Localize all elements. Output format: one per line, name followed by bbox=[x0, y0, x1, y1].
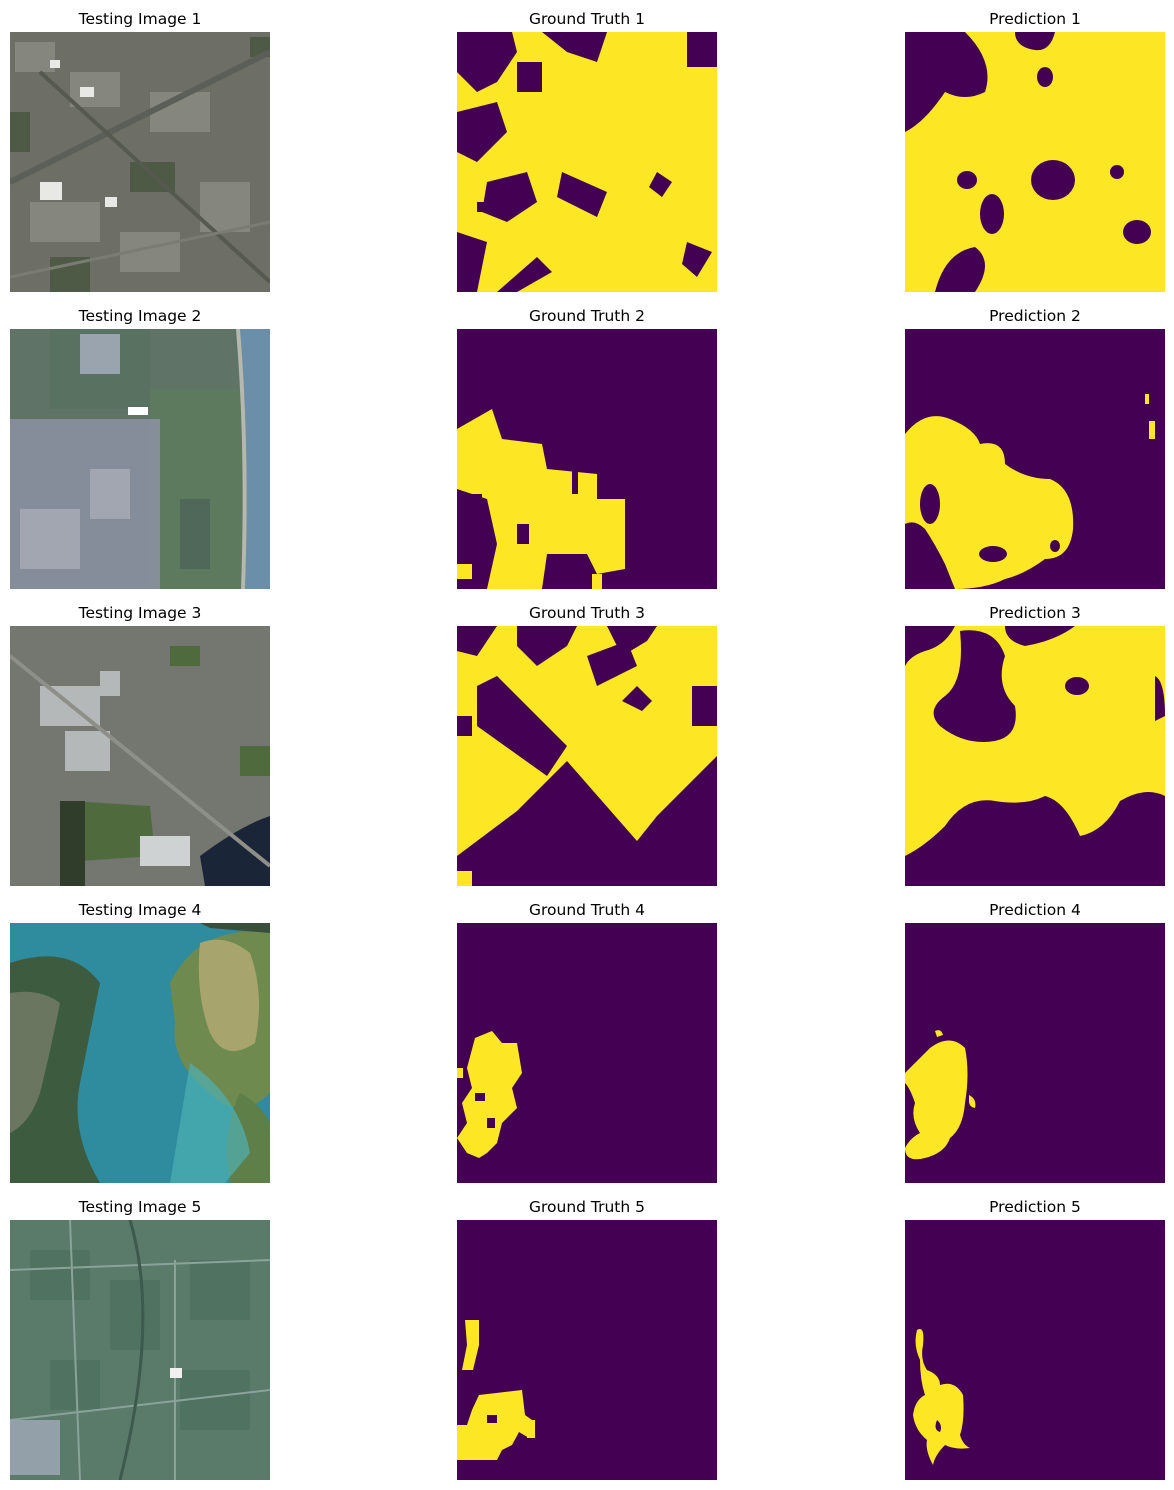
testing-panel-3: Testing Image 3 bbox=[10, 603, 270, 886]
prediction-mask-2 bbox=[905, 329, 1165, 589]
testing-image-2 bbox=[10, 329, 270, 589]
prediction-panel-1: Prediction 1 bbox=[905, 9, 1165, 292]
testing-panel-1: Testing Image 1 bbox=[10, 9, 270, 292]
prediction-panel-2: Prediction 2 bbox=[905, 306, 1165, 589]
ground-truth-panel-2: Ground Truth 2 bbox=[457, 306, 717, 589]
ground-truth-title-2: Ground Truth 2 bbox=[528, 307, 645, 325]
prediction-mask-1 bbox=[905, 32, 1165, 292]
ground-truth-mask-3 bbox=[457, 626, 717, 886]
ground-truth-panel-4: Ground Truth 4 bbox=[457, 900, 717, 1183]
testing-image-1 bbox=[10, 32, 270, 292]
prediction-panel-3: Prediction 3 bbox=[905, 603, 1165, 886]
prediction-mask-3 bbox=[905, 626, 1165, 886]
ground-truth-panel-5: Ground Truth 5 bbox=[457, 1197, 717, 1480]
testing-image-5 bbox=[10, 1220, 270, 1480]
prediction-panel-5: Prediction 5 bbox=[905, 1197, 1165, 1480]
prediction-title-3: Prediction 3 bbox=[989, 604, 1081, 622]
prediction-mask-5 bbox=[905, 1220, 1165, 1480]
prediction-title-1: Prediction 1 bbox=[989, 10, 1081, 28]
ground-truth-mask-5 bbox=[457, 1220, 717, 1480]
prediction-title-5: Prediction 5 bbox=[989, 1198, 1081, 1216]
ground-truth-title-3: Ground Truth 3 bbox=[528, 604, 645, 622]
testing-title-3: Testing Image 3 bbox=[78, 604, 202, 622]
ground-truth-panel-3: Ground Truth 3 bbox=[457, 603, 717, 886]
ground-truth-mask-2 bbox=[457, 329, 717, 589]
testing-panel-4: Testing Image 4 bbox=[10, 900, 270, 1183]
ground-truth-title-4: Ground Truth 4 bbox=[528, 901, 645, 919]
testing-title-4: Testing Image 4 bbox=[78, 901, 202, 919]
prediction-panel-4: Prediction 4 bbox=[905, 900, 1165, 1183]
ground-truth-title-1: Ground Truth 1 bbox=[528, 10, 645, 28]
testing-title-1: Testing Image 1 bbox=[78, 10, 202, 28]
prediction-mask-4 bbox=[905, 923, 1165, 1183]
ground-truth-title-5: Ground Truth 5 bbox=[528, 1198, 645, 1216]
ground-truth-mask-4 bbox=[457, 923, 717, 1183]
prediction-title-4: Prediction 4 bbox=[989, 901, 1081, 919]
testing-image-3 bbox=[10, 626, 270, 886]
ground-truth-mask-1 bbox=[457, 32, 717, 292]
testing-title-5: Testing Image 5 bbox=[78, 1198, 202, 1216]
testing-panel-2: Testing Image 2 bbox=[10, 306, 270, 589]
testing-panel-5: Testing Image 5 bbox=[10, 1197, 270, 1480]
ground-truth-panel-1: Ground Truth 1 bbox=[457, 9, 717, 292]
testing-title-2: Testing Image 2 bbox=[78, 307, 202, 325]
prediction-title-2: Prediction 2 bbox=[989, 307, 1081, 325]
testing-image-4 bbox=[10, 923, 270, 1183]
